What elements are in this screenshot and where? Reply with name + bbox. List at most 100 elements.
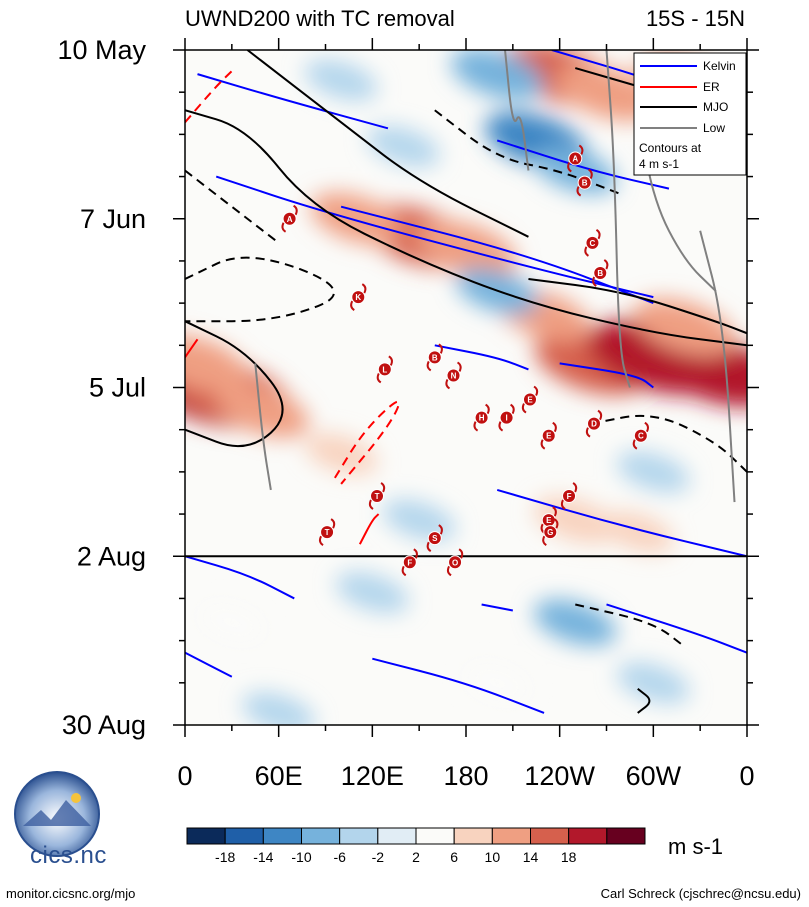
colorbar-label: -10: [291, 849, 311, 865]
tc-marker-tail: [426, 541, 432, 553]
kelvin-contour: [606, 603, 747, 654]
tc-marker: A: [567, 144, 584, 173]
footer-url[interactable]: monitor.cicsnc.org/mjo: [6, 886, 136, 901]
tc-marker-tail: [552, 421, 557, 433]
tc-marker-label: K: [355, 293, 361, 302]
tc-marker-dot: [282, 211, 297, 226]
er-contour: [334, 400, 400, 485]
y-tick-label: 30 Aug: [62, 710, 146, 740]
tc-marker-tail: [456, 361, 462, 372]
colorbar-label: 10: [485, 849, 501, 865]
y-tick-label: 7 Jun: [80, 204, 146, 234]
chart-subtitle: 15S - 15N: [646, 6, 745, 31]
tc-marker-dot: [320, 525, 335, 540]
tc-marker-tail: [485, 403, 490, 415]
anomaly-blob: [617, 662, 690, 704]
anomaly-blob: [336, 571, 409, 613]
y-tick-label: 10 May: [57, 35, 146, 65]
tc-marker-label: A: [572, 154, 578, 163]
x-tick-label: 120E: [341, 761, 404, 791]
colorbar-swatch: [262, 827, 303, 845]
tc-marker-label: E: [546, 432, 552, 441]
tc-marker-tail: [533, 385, 539, 397]
tc-marker-tail: [498, 421, 504, 432]
tc-marker-dot: [543, 525, 558, 540]
tc-marker-label: T: [375, 492, 380, 501]
tc-marker-tail: [585, 427, 591, 438]
tc-marker: A: [281, 204, 298, 233]
tc-marker-label: N: [451, 371, 457, 380]
anomaly-blob: [555, 63, 658, 122]
tc-marker: E: [540, 421, 557, 450]
tc-marker: B: [576, 168, 593, 197]
anomaly-blob: [534, 599, 617, 646]
tc-marker-label: B: [582, 179, 588, 188]
tc-marker-tail: [401, 565, 407, 577]
tc-marker: T: [318, 518, 336, 547]
tc-marker-tail: [330, 518, 336, 529]
colorbar-label: -6: [333, 849, 346, 865]
mjo-contour: [246, 50, 529, 238]
anomaly-blob: [310, 192, 403, 245]
anomaly-blob: [185, 334, 249, 393]
tc-marker-tail: [588, 168, 593, 180]
x-tick-label: 60E: [255, 761, 303, 791]
colorbar-label: 18: [561, 849, 577, 865]
colorbar-swatch: [606, 827, 646, 845]
tc-marker-tail: [376, 372, 382, 384]
tc-marker-dot: [523, 392, 538, 407]
low-contour: [605, 50, 631, 388]
mjo-contour: [590, 414, 747, 473]
tc-marker-tail: [603, 259, 609, 270]
tc-marker-dot: [541, 428, 556, 443]
tc-marker-dot: [633, 428, 648, 443]
tc-marker-label: E: [527, 396, 533, 405]
colorbar-swatch: [186, 827, 226, 845]
tc-marker: I: [498, 403, 515, 432]
tc-marker: D: [585, 409, 603, 438]
kelvin-contour: [197, 73, 389, 130]
tc-marker-dot: [370, 488, 385, 503]
anomaly-blob: [382, 499, 456, 541]
x-tick-label: 120W: [524, 761, 595, 791]
anomaly-blob: [242, 692, 315, 725]
tc-marker-dot: [427, 350, 442, 365]
tc-marker-dot: [585, 235, 600, 250]
tc-marker-tail: [361, 283, 367, 294]
anomaly-blob: [451, 50, 544, 101]
mjo-contour: [575, 603, 686, 648]
tc-marker-dot: [448, 555, 463, 570]
tc-marker-dot: [474, 410, 489, 425]
legend-kelvin-label: Kelvin: [703, 59, 736, 73]
tc-marker-tail: [438, 343, 443, 354]
tc-marker-dot: [402, 555, 417, 570]
colorbar-label: -14: [253, 849, 273, 865]
tc-marker-label: I: [505, 414, 507, 423]
tc-marker-tail: [576, 186, 582, 197]
tc-marker-tail: [281, 222, 287, 233]
tc-marker-label: B: [597, 269, 603, 278]
anomaly-blob: [617, 451, 690, 493]
legend-low-label: Low: [703, 121, 725, 135]
y-axis: 10 May 7 Jun 5 Jul 2 Aug 30 Aug: [57, 35, 759, 740]
tc-marker-tail: [567, 162, 572, 173]
colorbar-label: 14: [523, 849, 539, 865]
tc-marker-tail: [560, 499, 566, 510]
tc-marker-tail: [644, 421, 649, 433]
tc-marker-dot: [587, 416, 602, 431]
x-tick-label: 60W: [626, 761, 682, 791]
kelvin-contour: [434, 344, 529, 371]
colorbar-label: -18: [215, 849, 235, 865]
tc-marker-tail: [368, 499, 374, 510]
tc-marker: B: [426, 343, 443, 372]
colorbar-label: 2: [412, 849, 420, 865]
tc-marker-dot: [446, 368, 461, 383]
anomaly-blob: [414, 220, 518, 278]
tc-marker-tail: [592, 276, 597, 287]
mjo-contour: [434, 109, 623, 196]
tc-marker: F: [560, 482, 578, 510]
colorbar-swatch: [224, 827, 264, 845]
colorbar-swatch: [568, 827, 608, 845]
